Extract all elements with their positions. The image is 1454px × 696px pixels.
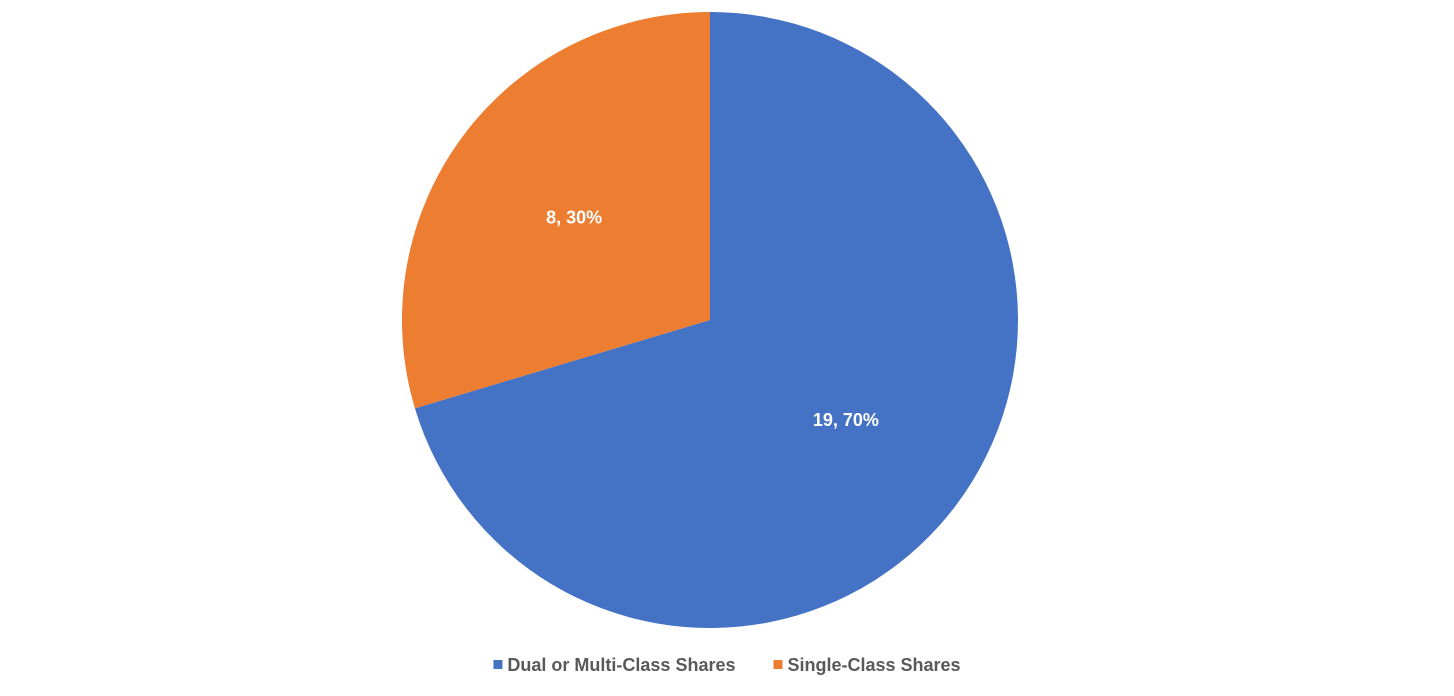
pie-slice — [414, 12, 1019, 629]
legend-swatch — [773, 660, 783, 669]
legend-swatch — [493, 660, 503, 669]
data-label: 8, 30% — [546, 208, 602, 228]
legend-label: Single-Class Shares — [787, 655, 960, 675]
legend-label: Dual or Multi-Class Shares — [507, 655, 735, 675]
pie-slice — [402, 12, 710, 409]
data-label: 19, 70% — [813, 410, 879, 430]
